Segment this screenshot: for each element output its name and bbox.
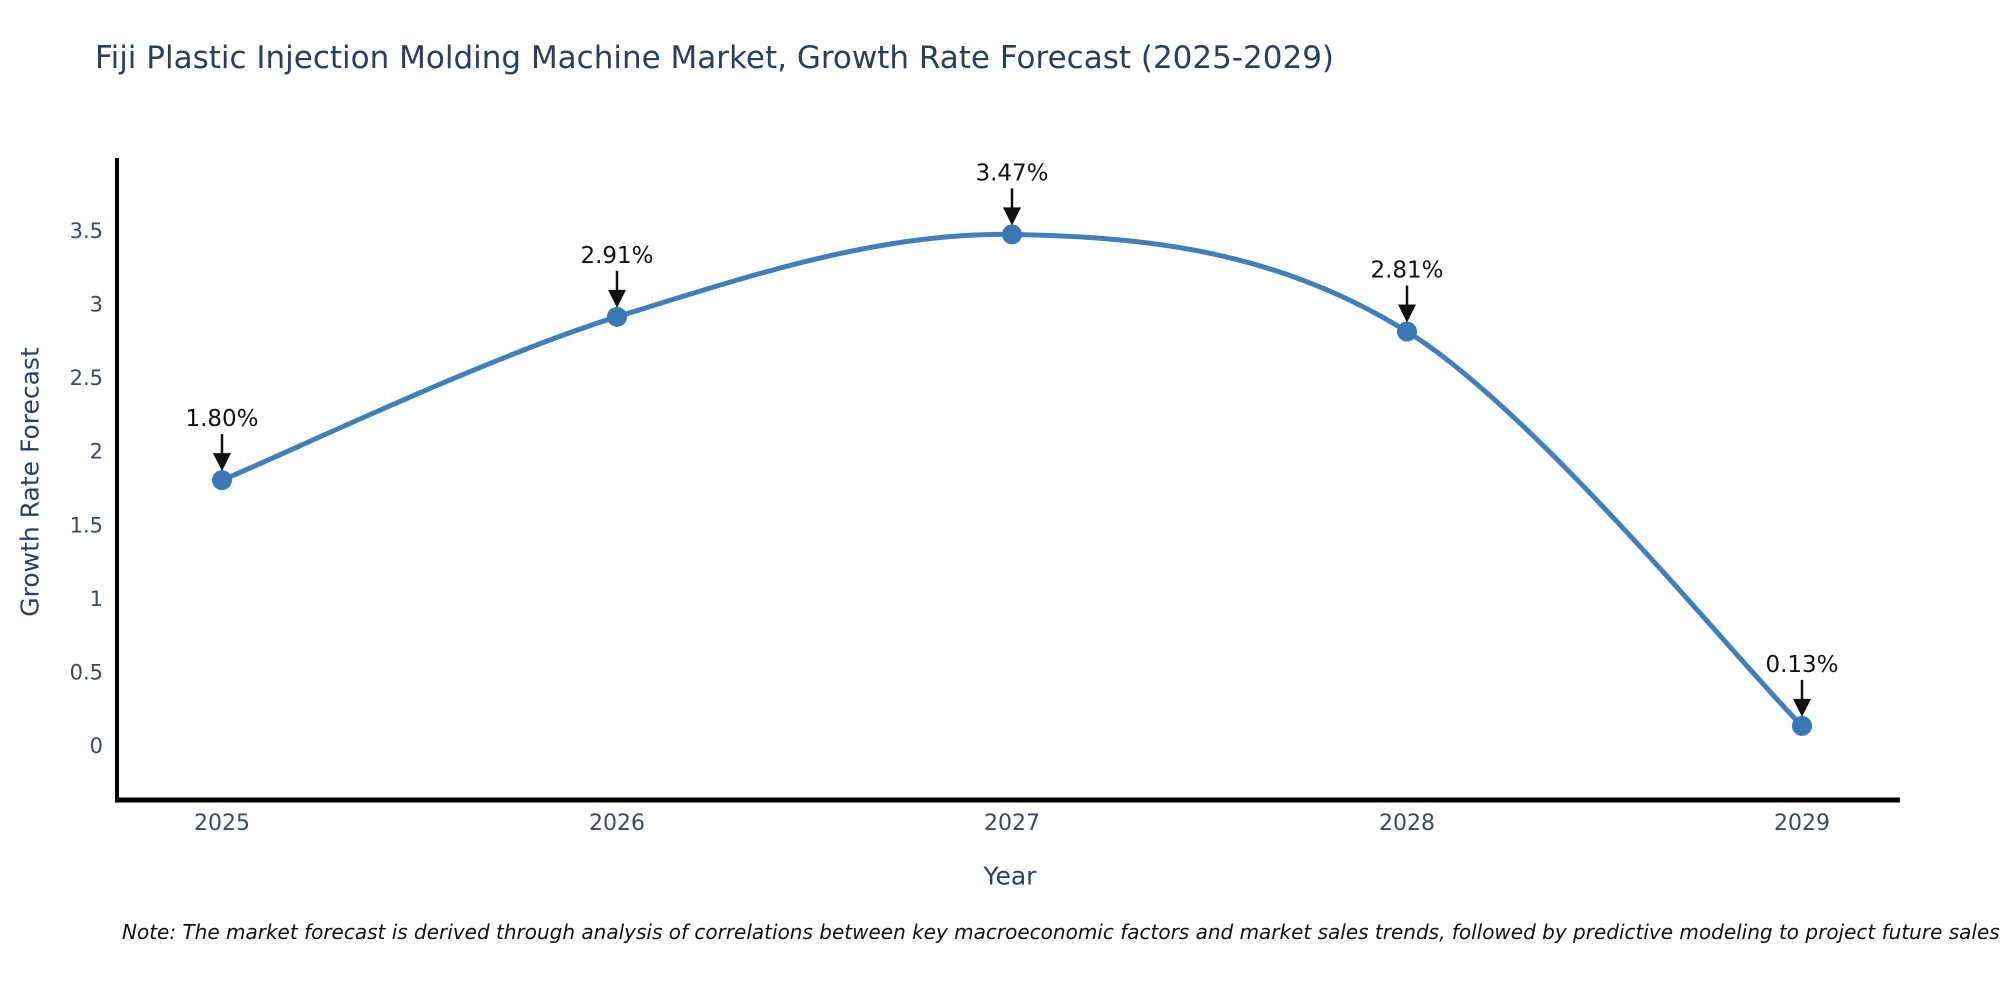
y-tick-label: 3.5	[70, 219, 103, 243]
x-tick-label: 2029	[1774, 811, 1830, 836]
x-tick-label: 2026	[589, 811, 645, 836]
data-point-label: 1.80%	[185, 406, 258, 432]
annotation-arrow-head-icon	[1003, 207, 1021, 226]
y-tick-label: 2	[90, 440, 103, 464]
y-tick-label: 0.5	[70, 660, 103, 684]
data-point-marker[interactable]	[212, 470, 232, 491]
chart-title: Fiji Plastic Injection Molding Machine M…	[95, 40, 1335, 76]
y-tick-label: 0	[90, 734, 103, 758]
y-tick-label: 1.5	[70, 513, 103, 537]
y-tick-label: 2.5	[70, 366, 103, 390]
data-point-marker[interactable]	[1397, 321, 1417, 342]
x-tick-label: 2027	[984, 811, 1040, 836]
x-tick-label: 2025	[194, 811, 250, 836]
x-tick-label: 2028	[1379, 811, 1435, 836]
data-point-label: 0.13%	[1765, 652, 1838, 678]
y-tick-label: 1	[90, 587, 103, 611]
y-axis-title: Growth Rate Forecast	[15, 347, 45, 617]
series-line	[219, 231, 1805, 729]
x-axis-title: Year	[983, 861, 1037, 891]
annotation-arrow-head-icon	[608, 289, 626, 308]
data-point-marker[interactable]	[607, 306, 627, 327]
data-point-marker[interactable]	[1002, 224, 1022, 245]
footnote: Note: The market forecast is derived thr…	[122, 920, 2000, 944]
data-point-marker[interactable]	[1792, 715, 1812, 736]
data-point-label: 3.47%	[975, 160, 1048, 186]
annotation-arrow-head-icon	[213, 453, 231, 472]
annotation-arrow-head-icon	[1793, 698, 1811, 717]
data-point-label: 2.81%	[1370, 258, 1443, 284]
y-tick-label: 3	[90, 293, 103, 317]
annotation-arrow-head-icon	[1398, 304, 1416, 323]
data-point-label: 2.91%	[580, 243, 653, 269]
